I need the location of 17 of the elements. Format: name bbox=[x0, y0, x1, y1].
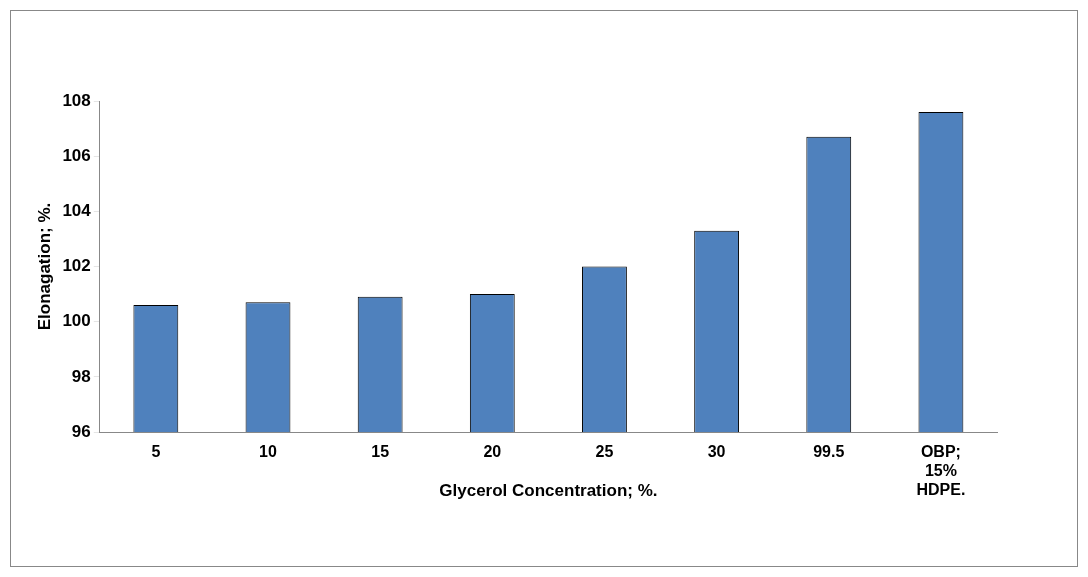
y-tick-label: 108 bbox=[62, 90, 91, 110]
y-tick-label: 98 bbox=[71, 366, 91, 386]
x-axis-title: Glycerol Concentration; %. bbox=[439, 481, 658, 501]
y-tick-label: 96 bbox=[71, 421, 91, 441]
x-tick-label: 99.5 bbox=[813, 443, 845, 461]
y-tick-label: 100 bbox=[62, 311, 91, 331]
x-tick-label: 25 bbox=[595, 443, 614, 461]
y-tick-label: 104 bbox=[62, 201, 92, 221]
y-tick-label: 106 bbox=[62, 145, 91, 165]
x-tick-label: 15 bbox=[371, 443, 390, 461]
x-tick-label: OBP; 15% HDPE. bbox=[916, 443, 966, 499]
x-tick-label: 30 bbox=[707, 443, 726, 461]
y-tick-label: 102 bbox=[62, 256, 91, 276]
x-tick-label: 20 bbox=[483, 443, 502, 461]
y-axis-title: Elonagation; %. bbox=[34, 202, 54, 331]
x-tick-label: 10 bbox=[259, 443, 277, 461]
x-tick-label: 5 bbox=[151, 443, 161, 461]
